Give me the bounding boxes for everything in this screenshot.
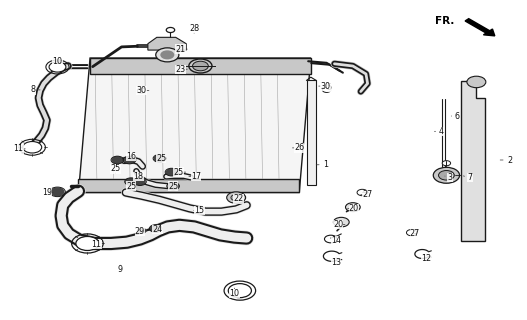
Text: 26: 26 [294,143,304,152]
Circle shape [167,169,177,175]
Circle shape [406,229,417,236]
Circle shape [76,236,99,251]
Polygon shape [79,58,311,193]
Text: 9: 9 [118,265,123,275]
Text: 27: 27 [363,190,373,199]
Circle shape [357,189,367,196]
Text: 11: 11 [14,144,24,153]
FancyArrow shape [465,19,495,36]
Circle shape [138,88,146,93]
Circle shape [161,51,173,59]
Circle shape [433,167,460,183]
Text: 25: 25 [173,168,183,177]
Circle shape [323,87,331,92]
Text: 13: 13 [331,258,341,267]
Text: FR.: FR. [435,16,455,27]
Circle shape [166,28,174,33]
Polygon shape [307,80,316,186]
Text: 10: 10 [53,57,63,66]
Text: 22: 22 [233,194,243,204]
Text: 23: 23 [175,65,186,74]
Text: 25: 25 [156,154,166,163]
Text: 30: 30 [320,82,330,91]
Text: 21: 21 [175,44,186,54]
Text: 1: 1 [323,160,328,169]
Text: 25: 25 [168,182,178,191]
Text: 11: 11 [91,240,101,249]
Circle shape [228,284,251,298]
Text: 27: 27 [410,229,420,238]
Circle shape [138,228,146,233]
Text: 30: 30 [136,86,147,95]
Text: 12: 12 [422,254,432,263]
Text: 3: 3 [447,173,453,182]
Circle shape [126,179,136,185]
Text: 28: 28 [189,24,199,33]
Circle shape [438,171,454,180]
Text: 18: 18 [133,172,143,181]
Text: 20: 20 [333,220,343,229]
Polygon shape [90,58,311,74]
Text: 7: 7 [467,173,473,182]
Circle shape [124,157,134,163]
Circle shape [346,203,360,212]
Circle shape [163,52,171,57]
Circle shape [227,192,246,203]
Text: 29: 29 [135,227,145,236]
Text: 19: 19 [42,188,52,197]
Text: 17: 17 [191,172,201,181]
Text: 25: 25 [126,182,136,191]
Circle shape [192,61,208,71]
Circle shape [112,157,122,163]
Circle shape [151,226,161,232]
Text: 25: 25 [110,164,120,173]
Text: 6: 6 [454,112,460,121]
Text: 4: 4 [438,127,444,136]
Circle shape [334,217,349,227]
Circle shape [135,179,145,185]
Polygon shape [148,37,186,50]
Text: 16: 16 [126,152,136,161]
Text: 5: 5 [327,83,332,92]
Circle shape [51,188,64,196]
Circle shape [168,183,178,189]
Circle shape [156,48,179,62]
Circle shape [467,76,486,88]
Circle shape [189,59,212,73]
Text: 10: 10 [230,289,240,298]
Polygon shape [79,179,299,193]
Text: 8: 8 [31,85,36,94]
Text: 2: 2 [507,156,512,164]
Text: 24: 24 [152,225,162,234]
Circle shape [442,161,451,166]
Circle shape [231,195,241,201]
Circle shape [154,155,164,162]
Circle shape [23,141,42,153]
Text: 14: 14 [331,236,341,245]
Text: 15: 15 [194,206,204,215]
Polygon shape [461,81,485,241]
Circle shape [49,62,66,72]
Text: 20: 20 [349,204,359,213]
